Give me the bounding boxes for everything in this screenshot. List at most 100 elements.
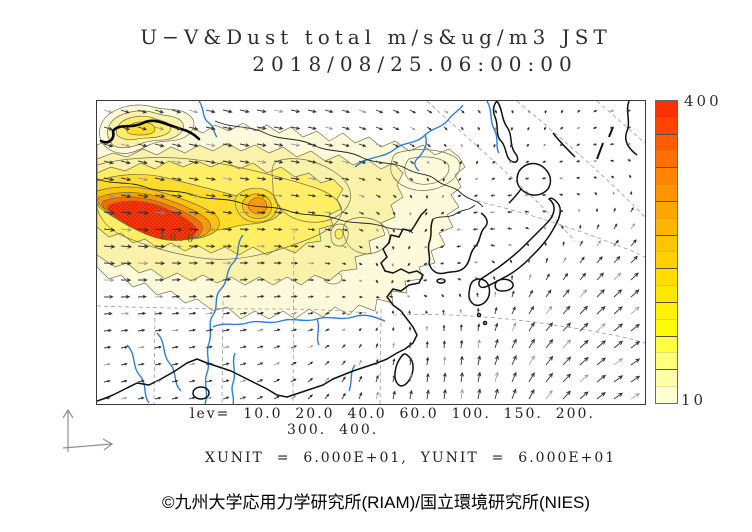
wind-arrow (579, 289, 588, 298)
wind-arrow (256, 362, 264, 366)
wind-arrow (307, 177, 317, 181)
wind-arrow (489, 211, 496, 214)
wind-arrow (290, 227, 299, 232)
wind-arrow (222, 362, 230, 366)
wind-arrow (222, 143, 233, 148)
wind-arrow (137, 210, 149, 216)
wind-arrow (375, 295, 381, 299)
wind-arrow (222, 379, 230, 383)
wind-arrow (392, 228, 395, 233)
chart-title: U−V&Dust total m/s&ug/m3 JST (140, 25, 612, 49)
wind-arrow (596, 340, 606, 349)
wind-arrow (491, 177, 496, 180)
wind-arrow (459, 371, 464, 383)
wind-arrow (559, 209, 564, 213)
wind-arrow (630, 272, 639, 281)
wind-arrow (459, 308, 462, 315)
wind-arrow (577, 109, 581, 113)
colorbar-segment (656, 167, 677, 185)
wind-arrow (541, 210, 547, 213)
wind-arrow (474, 177, 479, 181)
wind-arrow (358, 312, 363, 315)
wind-arrow (596, 240, 601, 247)
wind-arrow (579, 272, 587, 281)
wind-arrow (543, 126, 547, 131)
wind-arrow (528, 355, 535, 366)
wind-arrow (103, 328, 112, 333)
wind-arrow (239, 227, 250, 232)
wind-arrow (290, 311, 298, 315)
wind-arrow (154, 362, 162, 366)
wind-arrow (528, 322, 535, 332)
wind-arrow (120, 379, 128, 383)
wind-arrow (154, 295, 164, 299)
chart-timestamp: 2018/08/25.06:00:00 (252, 52, 578, 76)
wind-arrow (409, 177, 414, 181)
wind-arrow (391, 326, 395, 332)
honshu-island (478, 197, 562, 289)
wind-arrow (256, 311, 265, 315)
wind-arrow (239, 177, 250, 181)
colorbar (655, 100, 678, 404)
wind-arrow (528, 274, 532, 281)
wind-arrow (423, 262, 428, 265)
wind-arrow (596, 391, 606, 400)
wind-arrow (120, 160, 131, 165)
wind-arrow (609, 126, 615, 129)
wind-arrow (273, 210, 283, 215)
wind-arrow (154, 311, 163, 315)
wind-arrow (579, 356, 589, 366)
wind-arrow (103, 210, 116, 216)
wind-arrow (137, 396, 145, 400)
vector-units-label: XUNIT = 6.000E+01, YUNIT = 6.000E+01 (205, 450, 617, 466)
wind-arrow (171, 311, 180, 315)
wind-arrow (222, 277, 232, 282)
wind-arrow (239, 311, 248, 315)
wind-arrow (171, 345, 179, 349)
colorbar-segment (656, 352, 677, 370)
wind-arrow (188, 328, 197, 332)
wind-arrow (494, 354, 499, 366)
colorbar-segment (656, 369, 677, 387)
wind-arrow (579, 256, 585, 264)
wind-arrow (358, 295, 364, 299)
wind-arrow (609, 159, 615, 163)
wind-arrow (409, 341, 412, 349)
wind-arrow (458, 177, 462, 182)
wind-arrow (256, 160, 267, 164)
country-borders (97, 120, 484, 234)
wind-arrow (524, 177, 530, 180)
wind-arrow (442, 340, 446, 349)
wind-arrow (425, 194, 429, 200)
wind-arrow (596, 305, 606, 315)
wind-arrow (562, 241, 565, 247)
wind-arrow (137, 311, 147, 316)
wind-arrow (528, 389, 535, 400)
wind-arrow (426, 143, 431, 148)
wind-arrow (154, 177, 166, 182)
wind-arrow (120, 362, 128, 366)
wind-arrow (154, 379, 162, 383)
wind-arrow (562, 390, 571, 400)
wind-arrow (545, 389, 553, 400)
colorbar-min-label: 10 (681, 391, 707, 409)
wind-arrow (256, 261, 266, 265)
wind-arrow (613, 358, 623, 366)
wind-arrow (562, 339, 572, 349)
wind-arrow (476, 307, 480, 315)
wind-arrow (273, 294, 282, 298)
wind-arrow (205, 311, 214, 315)
wind-arrow (545, 289, 552, 298)
colorbar-segment (656, 301, 677, 319)
wind-arrow (341, 160, 350, 164)
wind-arrow (424, 245, 428, 249)
wind-arrow (409, 126, 416, 130)
wind-arrow (406, 279, 411, 283)
colorbar-segment (656, 101, 677, 117)
wind-arrow (375, 358, 379, 366)
wind-arrow (205, 227, 216, 232)
wind-arrow (171, 210, 183, 215)
wind-arrow (559, 176, 564, 180)
wind-arrow (562, 289, 570, 298)
wind-arrow (341, 360, 346, 366)
